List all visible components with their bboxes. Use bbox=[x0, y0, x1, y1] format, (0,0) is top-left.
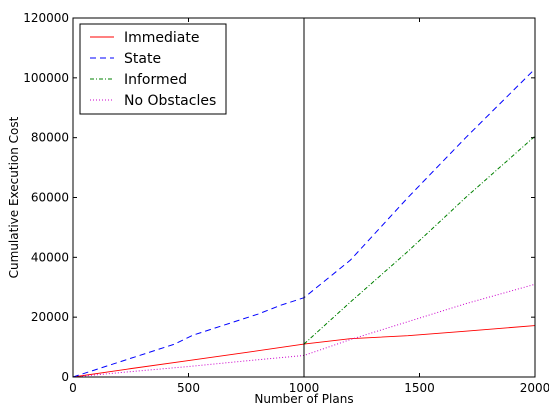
x-tick-label: 1500 bbox=[404, 381, 435, 395]
x-tick-label: 500 bbox=[177, 381, 200, 395]
legend: Immediate State Informed No Obstacles bbox=[79, 23, 227, 115]
series-line-informed bbox=[303, 135, 536, 345]
legend-label: State bbox=[124, 51, 161, 67]
y-tick-label: 120000 bbox=[23, 11, 69, 25]
legend-label: Informed bbox=[124, 72, 187, 88]
x-tick-label: 2000 bbox=[520, 381, 549, 395]
y-tick-label: 100000 bbox=[23, 71, 69, 85]
series-line-state bbox=[72, 68, 536, 378]
x-tick-label: 0 bbox=[69, 381, 77, 395]
y-axis-title: Cumulative Execution Cost bbox=[7, 116, 21, 278]
legend-label: Immediate bbox=[124, 30, 199, 46]
legend-box bbox=[79, 23, 227, 115]
legend-label: No Obstacles bbox=[124, 93, 216, 109]
y-tick-label: 80000 bbox=[31, 131, 69, 145]
x-axis: 0 500 1000 1500 2000 bbox=[69, 18, 549, 395]
y-tick-label: 20000 bbox=[31, 310, 69, 324]
y-tick-label: 60000 bbox=[31, 191, 69, 205]
y-tick-label: 0 bbox=[61, 370, 69, 384]
x-axis-title: Number of Plans bbox=[254, 392, 353, 406]
series-line-no-obstacles bbox=[72, 283, 536, 378]
y-tick-label: 40000 bbox=[31, 250, 69, 264]
x-tick-label: 1000 bbox=[289, 381, 320, 395]
y-axis: 0 20000 40000 60000 80000 100000 120000 bbox=[23, 11, 535, 384]
